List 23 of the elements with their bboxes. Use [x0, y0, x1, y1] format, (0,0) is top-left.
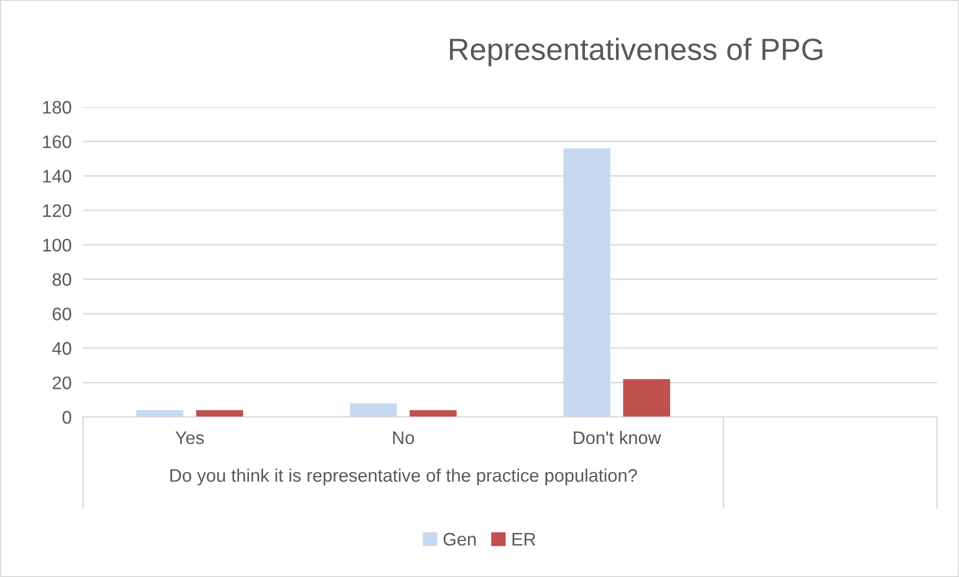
bar	[196, 410, 244, 417]
y-tick-label: 140	[43, 170, 72, 183]
y-tick-label: 60	[52, 308, 72, 320]
y-tick-label: 160	[43, 135, 72, 148]
y-tick-label: 80	[52, 273, 72, 286]
x-axis-title: Do you think it is representative of the practice population?	[170, 468, 637, 486]
y-tick-label: 0	[62, 410, 72, 424]
y-tick-label: 100	[43, 238, 72, 252]
chart-title: Representativeness of PPG	[450, 38, 822, 66]
legend-label: ER	[512, 533, 536, 546]
x-tick-label: Don't know	[574, 430, 662, 444]
y-tick-label: 20	[52, 376, 72, 390]
y-tick-label: 180	[43, 100, 72, 114]
bar	[350, 403, 397, 417]
legend-label: Gen	[444, 532, 476, 546]
bar	[136, 410, 184, 417]
x-tick-label: No	[393, 432, 414, 444]
bar	[623, 379, 670, 417]
bar	[410, 410, 457, 417]
y-tick-label: 40	[52, 342, 72, 355]
y-tick-label: 120	[43, 204, 72, 218]
bar	[563, 148, 610, 417]
x-tick-label: Yes	[175, 432, 204, 444]
